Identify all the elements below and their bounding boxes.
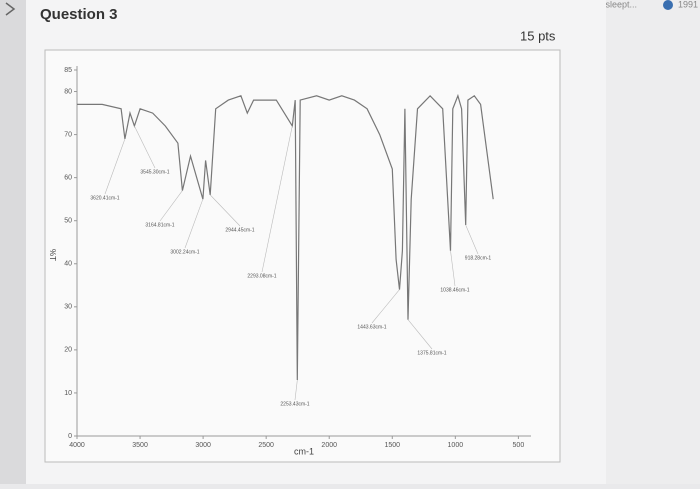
question-title: Question 3 — [40, 6, 118, 23]
y-tick-label: 10 — [64, 390, 72, 397]
x-tick-label: 500 — [513, 442, 525, 449]
leader-line — [407, 319, 433, 350]
y-tick-label: 40 — [64, 261, 72, 268]
peak-label: 3164.81cm-1 — [145, 222, 174, 228]
leader-line — [450, 250, 456, 287]
leader-line — [104, 138, 126, 195]
leader-line — [465, 224, 479, 255]
badge-icon — [663, 0, 673, 10]
peak-label: 918.28cm-1 — [465, 255, 492, 261]
x-tick-label: 3000 — [195, 442, 211, 449]
badge-text: 1991 — [678, 0, 698, 9]
y-tick-label: 80 — [64, 88, 72, 95]
peak-label: 3545.30cm-1 — [140, 169, 169, 175]
x-tick-label: 1500 — [384, 442, 400, 449]
question-points: 15 pts — [520, 28, 556, 43]
peak-label: 1443.63cm-1 — [357, 324, 386, 330]
back-arrow[interactable] — [5, 2, 16, 16]
leader-line — [134, 125, 156, 169]
side-strip — [0, 0, 26, 484]
y-axis-label: %T — [48, 249, 57, 261]
y-tick-label: 0 — [68, 433, 72, 440]
chart-frame — [44, 49, 561, 463]
peak-label: 2944.45cm-1 — [225, 227, 254, 233]
chart: 0 10 20 30 40 50 60 70 80 85 4000 3500 3000 2500 2000 1… — [48, 66, 531, 456]
leader-line — [209, 194, 241, 227]
y-tick-label: 50 — [64, 218, 72, 225]
leader-line — [159, 190, 183, 222]
x-tick-label: 2500 — [258, 442, 274, 449]
spectrum-line — [77, 93, 494, 381]
peak-label: 2253.43cm-1 — [280, 401, 309, 407]
leader-line — [371, 289, 400, 324]
peak-label: 2293.08cm-1 — [247, 273, 276, 279]
y-tick-label: 70 — [64, 131, 72, 138]
y-tick-label: 30 — [64, 304, 72, 311]
peak-label: 3620.41cm-1 — [90, 195, 119, 201]
y-tick-label: 20 — [64, 347, 72, 354]
leader-line — [294, 379, 298, 401]
peak-label: 1038.46cm-1 — [440, 287, 469, 293]
x-axis-label: cm-1 — [294, 446, 314, 456]
x-tick-label: 2000 — [321, 442, 337, 449]
leader-line — [261, 125, 293, 273]
y-tick-label: 85 — [64, 67, 72, 74]
x-tick-label: 3500 — [132, 442, 148, 449]
x-tick-label: 1000 — [448, 442, 464, 449]
x-tick-label: 4000 — [69, 442, 85, 449]
peak-label: 3002.24cm-1 — [170, 249, 199, 255]
leader-line — [184, 199, 204, 249]
peak-label: 1375.81cm-1 — [417, 350, 446, 356]
y-tick-label: 60 — [64, 174, 72, 181]
